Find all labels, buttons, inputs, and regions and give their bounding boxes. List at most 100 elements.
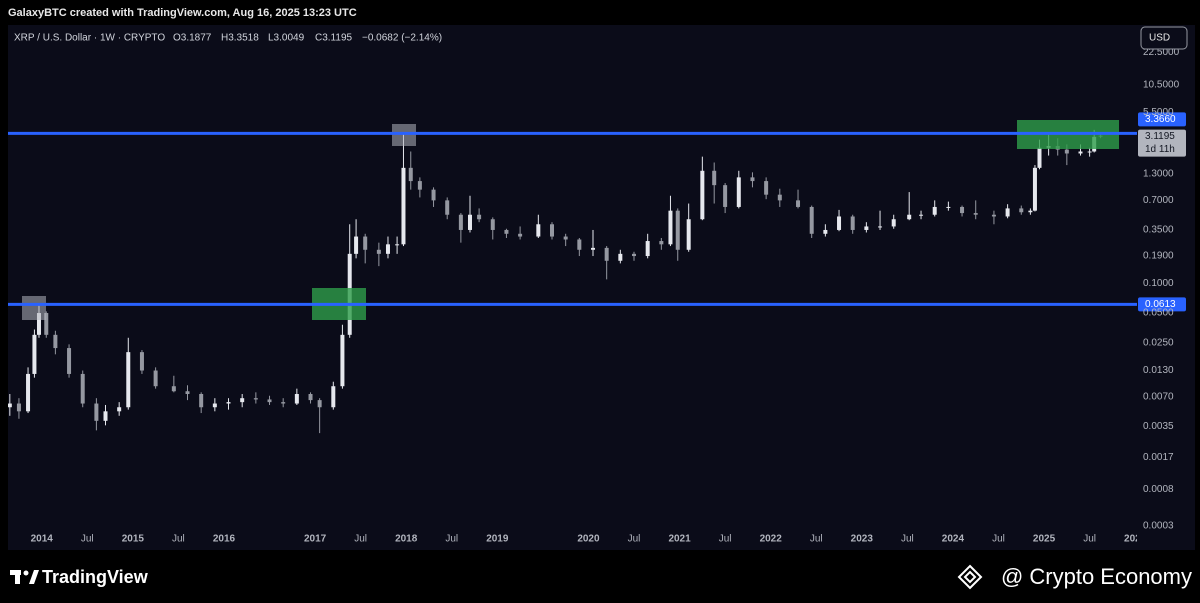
- candle-body: [199, 394, 204, 408]
- y-tick-label: 0.7000: [1143, 195, 1174, 206]
- candle-body: [536, 224, 541, 237]
- candle-body: [604, 247, 609, 261]
- candle-body: [712, 170, 717, 186]
- x-tick-label: Jul: [810, 534, 823, 545]
- x-tick-label: 2019: [486, 534, 509, 545]
- candle-body: [504, 229, 509, 234]
- candle-body: [518, 233, 523, 237]
- candle-body: [777, 194, 782, 201]
- y-axis: 22.5000 10.5000 5.5000 1.3000 0.7000 0.3500 0.…: [1143, 47, 1180, 532]
- icon-part: [963, 570, 977, 584]
- candle-body: [850, 216, 855, 230]
- x-tick-label: Jul: [172, 534, 185, 545]
- x-tick-label: Jul: [1083, 534, 1096, 545]
- y-tick-label: 0.0500: [1143, 308, 1174, 319]
- candle-body: [340, 334, 345, 387]
- candle-body: [764, 181, 769, 195]
- candle-body: [878, 226, 883, 228]
- candle-body: [864, 226, 869, 230]
- candle-body: [837, 216, 842, 230]
- candle-body: [240, 398, 245, 403]
- candle-body: [1037, 147, 1042, 168]
- x-tick-label: 2022: [760, 534, 783, 545]
- candle-body: [946, 206, 951, 208]
- x-tick-label: 2023: [851, 534, 874, 545]
- x-tick-label: 2020: [577, 534, 600, 545]
- candle-body: [281, 402, 286, 404]
- candle-body: [363, 236, 368, 250]
- ohlc-close: C3.1195: [315, 33, 353, 44]
- candle-body: [1064, 149, 1069, 154]
- candle-body: [932, 206, 937, 215]
- candle-body: [577, 239, 582, 250]
- candle-body: [960, 206, 965, 214]
- candle-body: [253, 398, 258, 400]
- x-tick-label: 2016: [213, 534, 236, 545]
- ohlc-change: −0.0682 (−2.14%): [362, 33, 442, 44]
- candle-body: [36, 313, 41, 335]
- candle-body: [153, 370, 158, 387]
- legend: XRP / U.S. Dollar · 1W · CRYPTO O3.1877 …: [14, 33, 442, 44]
- candle-body: [212, 403, 217, 408]
- candle-body: [1028, 210, 1033, 213]
- zone-box: [392, 124, 416, 146]
- candle-body: [723, 185, 728, 207]
- candle-body: [991, 214, 996, 217]
- candle-body: [331, 386, 336, 408]
- x-tick-label: Jul: [719, 534, 732, 545]
- watermark-icon: [957, 564, 983, 590]
- y-tick-label: 10.5000: [1143, 79, 1180, 90]
- candle-body: [458, 214, 463, 230]
- y-tick-label: 0.0250: [1143, 337, 1174, 348]
- candle-body: [668, 210, 673, 245]
- candle-body: [139, 352, 144, 371]
- level-price-box: [1138, 297, 1186, 312]
- candle-body: [563, 236, 568, 240]
- currency-button[interactable]: [1140, 26, 1188, 50]
- candle-body: [431, 189, 436, 201]
- candle-body: [490, 219, 495, 230]
- candle-body: [477, 214, 482, 220]
- candle-body: [308, 394, 313, 401]
- candle-body: [823, 229, 828, 234]
- candle-body: [171, 386, 176, 392]
- ohlc-high: H3.3518: [221, 33, 259, 44]
- candle-body: [1087, 151, 1092, 153]
- x-tick-label: 2021: [668, 534, 691, 545]
- candle-body: [294, 394, 299, 404]
- y-tick-label: 1.3000: [1143, 169, 1174, 180]
- candle-body: [796, 200, 801, 207]
- candle-body: [16, 403, 21, 412]
- ohlc-low: L3.0049: [268, 33, 305, 44]
- y-tick-label: 0.0130: [1143, 365, 1174, 376]
- candle-body: [907, 214, 912, 220]
- logo-part: [23, 570, 29, 576]
- x-tick-label: Jul: [628, 534, 641, 545]
- candle-body: [549, 224, 554, 237]
- x-tick-label: 2024: [942, 534, 965, 545]
- currency-label: USD: [1149, 33, 1170, 44]
- candle-body: [395, 244, 400, 246]
- candle-body: [809, 206, 814, 234]
- y-tick-label: 0.0003: [1143, 521, 1174, 532]
- candle-body: [700, 170, 705, 220]
- candle-body: [750, 177, 755, 182]
- level-price-label: 3.3660: [1145, 114, 1176, 125]
- candle-body: [632, 253, 637, 257]
- candle-body: [645, 241, 650, 257]
- zone-box: [22, 296, 46, 320]
- candle-body: [67, 348, 72, 374]
- y-tick-label: 0.3500: [1143, 225, 1174, 236]
- last-price-label: 3.1195: [1145, 131, 1175, 142]
- x-tick-label: 2015: [122, 534, 145, 545]
- level-price-label: 0.0613: [1145, 299, 1176, 310]
- y-tick-label: 0.1000: [1143, 278, 1174, 289]
- candle-body: [376, 249, 381, 254]
- candle-body: [1078, 151, 1083, 154]
- candle-body: [117, 407, 122, 412]
- watermark: @ Crypto Economy: [1001, 564, 1192, 589]
- x-tick-label: 2017: [304, 534, 327, 545]
- candle-body: [1005, 208, 1010, 217]
- candle-body: [675, 210, 680, 250]
